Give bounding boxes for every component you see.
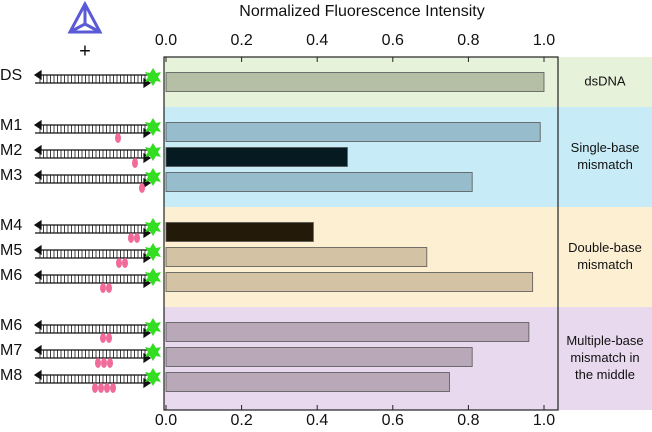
bar <box>165 322 530 342</box>
arrow <box>33 69 42 81</box>
dna-strand <box>33 169 152 189</box>
dna-strand <box>33 244 152 264</box>
x-tick-label-top: 0.0 <box>155 32 177 49</box>
bar <box>165 147 348 167</box>
arrow <box>33 344 42 356</box>
mismatch-base <box>139 183 145 193</box>
bar <box>165 72 545 92</box>
mismatch-base <box>132 158 138 168</box>
bar <box>165 272 534 292</box>
fluorophore <box>145 68 161 86</box>
arrow <box>33 269 42 281</box>
row-label: M8 <box>0 367 22 384</box>
arrow <box>33 119 42 131</box>
mismatch-base <box>101 358 107 368</box>
mismatch-base <box>92 383 98 393</box>
row-label: M6 <box>0 317 22 334</box>
group-label: mismatch <box>577 157 633 172</box>
dna-strand <box>33 119 152 139</box>
mismatch-base <box>95 358 101 368</box>
fluorophore <box>145 118 161 136</box>
group-label: Double-base <box>568 240 642 255</box>
plus-sign: + <box>79 40 91 62</box>
mismatch-base <box>115 133 121 143</box>
fluorophore <box>145 268 161 286</box>
mismatch-base <box>104 383 110 393</box>
tetrahedron-icon <box>67 0 103 34</box>
dna-strand <box>33 219 152 239</box>
x-tick-label-bottom: 0.2 <box>230 412 252 429</box>
row-label: M5 <box>0 242 22 259</box>
arrow <box>33 144 42 156</box>
arrow <box>33 319 42 331</box>
group-label: Single-base <box>571 140 640 155</box>
bar <box>165 347 473 367</box>
mismatch-base <box>122 258 128 268</box>
row-label: M3 <box>0 167 22 184</box>
group-label: mismatch in <box>570 350 639 365</box>
x-tick-label-bottom: 0.8 <box>457 412 479 429</box>
fluorophore <box>145 243 161 261</box>
mismatch-base <box>134 233 140 243</box>
x-tick-label-top: 0.4 <box>306 32 328 49</box>
arrow <box>33 169 42 181</box>
x-tick-label-top: 0.2 <box>230 32 252 49</box>
bar <box>165 172 473 192</box>
mismatch-base <box>100 283 106 293</box>
dna-strand <box>33 369 152 389</box>
mismatch-base <box>128 233 134 243</box>
group-label: mismatch <box>577 257 633 272</box>
fluorophore <box>145 318 161 336</box>
group-label: dsDNA <box>584 73 626 88</box>
mismatch-base <box>98 383 104 393</box>
mismatch-base <box>107 358 113 368</box>
group-label: Multiple-base <box>566 333 643 348</box>
bar <box>165 247 428 267</box>
fluorophore <box>145 168 161 186</box>
row-label: M1 <box>0 117 22 134</box>
row-label: M2 <box>0 142 22 159</box>
row-label: M6 <box>0 267 22 284</box>
group-label: the middle <box>575 367 635 382</box>
fluorophore <box>145 368 161 386</box>
bar <box>165 222 314 242</box>
bar <box>165 122 541 142</box>
fluorophore <box>145 143 161 161</box>
row-label: M4 <box>0 217 22 234</box>
x-tick-label-top: 0.6 <box>382 32 404 49</box>
x-tick-label-bottom: 0.4 <box>306 412 328 429</box>
axis-title: Normalized Fluorescence Intensity <box>239 3 484 20</box>
x-tick-label-top: 0.8 <box>457 32 479 49</box>
x-tick-label-top: 1.0 <box>533 32 555 49</box>
mismatch-base <box>100 333 106 343</box>
plot-frame <box>163 56 559 411</box>
fluorophore <box>145 343 161 361</box>
dna-strand <box>33 319 152 339</box>
mismatch-base <box>106 333 112 343</box>
bar <box>165 372 450 392</box>
dna-strand <box>33 69 152 89</box>
x-tick-label-bottom: 1.0 <box>533 412 555 429</box>
x-tick-label-bottom: 0.0 <box>155 412 177 429</box>
arrow <box>33 369 42 381</box>
mismatch-base <box>106 283 112 293</box>
row-label: DS <box>0 67 22 84</box>
dna-strand <box>33 269 152 289</box>
mismatch-base <box>110 383 116 393</box>
x-tick-label-bottom: 0.6 <box>382 412 404 429</box>
dna-strand <box>33 344 152 364</box>
row-label: M7 <box>0 342 22 359</box>
arrow <box>33 219 42 231</box>
fluorophore <box>145 218 161 236</box>
mismatch-base <box>116 258 122 268</box>
dna-strand <box>33 144 152 164</box>
arrow <box>33 244 42 256</box>
